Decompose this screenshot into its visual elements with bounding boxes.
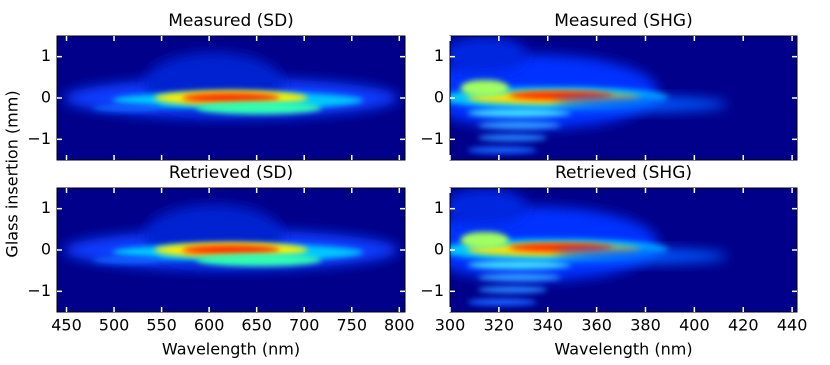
heatmap-feature	[554, 248, 728, 264]
x-tick-label: 300	[435, 316, 466, 335]
x-axis-label: Wavelength (nm)	[162, 340, 300, 359]
panel: Measured (SD) −1 0 1 Glass insertion (mm)	[3, 11, 406, 258]
heatmap-feature	[182, 93, 280, 103]
y-tick-label: 1	[41, 198, 51, 217]
heatmap-feature	[554, 96, 728, 112]
x-tick-label: 360	[581, 316, 612, 335]
heatmap-feature	[450, 36, 527, 74]
heatmap-feature	[467, 108, 572, 118]
x-tick-label: 450	[51, 316, 82, 335]
heatmap-feature	[477, 285, 548, 294]
panel-title: Retrieved (SHG)	[555, 163, 692, 183]
x-tick-label: 380	[630, 316, 661, 335]
panel-title: Retrieved (SD)	[169, 163, 293, 183]
y-tick-label: 1	[434, 46, 444, 65]
heatmap-feature	[91, 256, 162, 264]
heatmap-feature	[508, 243, 614, 252]
heatmap-feature	[182, 245, 280, 255]
x-tick-label: 550	[146, 316, 177, 335]
heatmap-feature	[196, 101, 322, 115]
y-tick-label: −1	[420, 129, 444, 148]
heatmap	[450, 36, 797, 160]
heatmap	[450, 188, 797, 312]
panel: Retrieved (SD) 450 500 550 600 650 700 750 800 −1…	[27, 163, 414, 359]
y-tick-label: 1	[434, 198, 444, 217]
x-tick-label: 500	[99, 316, 130, 335]
x-axis-label: Wavelength (nm)	[554, 340, 692, 359]
y-tick-label: 0	[41, 88, 51, 107]
y-tick-label: −1	[27, 281, 51, 300]
x-tick-label: 600	[194, 316, 225, 335]
y-tick-label: −1	[27, 129, 51, 148]
x-tick-label: 420	[728, 316, 759, 335]
y-tick-label: 0	[41, 240, 51, 259]
heatmap	[57, 188, 405, 312]
y-tick-label: 0	[434, 88, 444, 107]
heatmap-feature	[460, 231, 509, 249]
panel-title: Measured (SHG)	[554, 11, 692, 31]
heatmap-feature	[467, 146, 537, 154]
x-tick-label: 750	[336, 316, 367, 335]
heatmap	[57, 36, 405, 160]
panel-title: Measured (SD)	[168, 11, 294, 31]
y-tick-label: 0	[434, 240, 444, 259]
heatmap-feature	[477, 121, 562, 129]
heatmap-feature	[460, 79, 509, 97]
y-axis-label: Glass insertion (mm)	[3, 90, 22, 257]
heatmap-feature	[508, 91, 614, 100]
heatmap-feature	[467, 298, 537, 306]
x-tick-label: 400	[679, 316, 710, 335]
x-tick-label: 340	[532, 316, 563, 335]
panel: Measured (SHG) −1 0 1	[420, 11, 798, 161]
heatmap-feature	[91, 104, 162, 112]
y-tick-label: −1	[420, 281, 444, 300]
x-tick-label: 440	[777, 316, 808, 335]
x-tick-label: 320	[484, 316, 515, 335]
y-tick-label: 1	[41, 46, 51, 65]
panel: Retrieved (SHG) 300 320 340 360 380 400 420 440 −…	[420, 163, 808, 359]
heatmap-feature	[477, 133, 548, 142]
heatmap-feature	[477, 273, 562, 281]
heatmap-feature	[450, 188, 527, 226]
heatmap-feature	[196, 253, 322, 267]
x-tick-label: 700	[289, 316, 320, 335]
heatmap-feature	[467, 260, 572, 270]
x-tick-label: 800	[384, 316, 415, 335]
x-tick-label: 650	[241, 316, 272, 335]
